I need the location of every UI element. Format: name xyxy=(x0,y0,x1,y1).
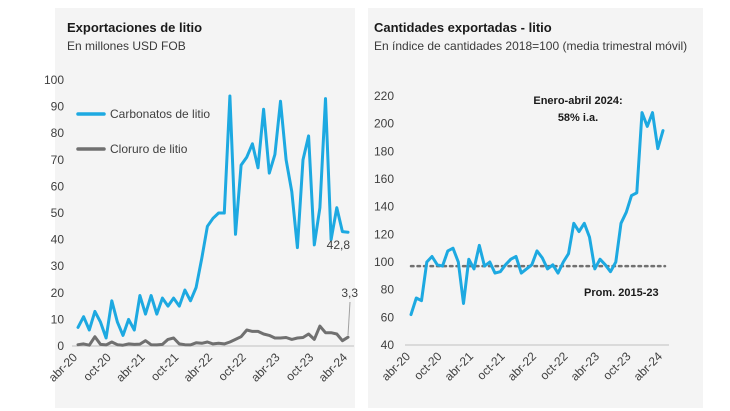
left-chart-subtitle: En millones USD FOB xyxy=(67,39,186,53)
legend-label-carbonatos: Carbonatos de litio xyxy=(110,107,210,121)
right-panel-background xyxy=(368,8,703,408)
cloruro-leader-line xyxy=(347,301,351,336)
right-y-tick-label: 140 xyxy=(374,200,394,214)
right-y-tick-label: 40 xyxy=(381,338,395,352)
right-y-tick-label: 80 xyxy=(381,283,395,297)
left-y-tick-label: 90 xyxy=(51,100,65,114)
right-x-tick-label: abr-24 xyxy=(631,349,666,384)
left-series-cloruro-de-litio xyxy=(76,324,350,347)
left-y-tick-label: 70 xyxy=(51,153,65,167)
left-y-tick-label: 80 xyxy=(51,126,65,140)
right-x-tick-label: oct-21 xyxy=(474,349,508,383)
left-y-tick-label: 0 xyxy=(57,339,64,353)
left-y-tick-label: 50 xyxy=(51,206,65,220)
right-y-tick-label: 220 xyxy=(374,89,394,103)
right-x-tick-label: oct-20 xyxy=(411,349,445,383)
left-y-tick-label: 10 xyxy=(51,312,65,326)
left-y-tick-label: 100 xyxy=(44,73,64,87)
annotation-line-1: Enero-abril 2024: xyxy=(533,95,622,107)
left-y-tick-label: 60 xyxy=(51,179,65,193)
right-series-indice-de-cantidades xyxy=(409,111,665,317)
right-y-tick-label: 100 xyxy=(374,255,394,269)
right-y-tick-label: 120 xyxy=(374,227,394,241)
left-y-tick-label: 30 xyxy=(51,259,65,273)
right-chart-title: Cantidades exportadas - litio xyxy=(374,20,552,35)
right-y-tick-label: 200 xyxy=(374,117,394,131)
legend-label-cloruro: Cloruro de litio xyxy=(110,142,188,156)
right-x-tick-label: abr-21 xyxy=(442,349,477,384)
right-x-tick-label: oct-23 xyxy=(600,349,634,383)
left-chart-title: Exportaciones de litio xyxy=(67,20,203,35)
left-y-tick-label: 20 xyxy=(51,286,65,300)
right-chart-subtitle: En índice de cantidades 2018=100 (media … xyxy=(374,39,688,53)
cloruro-last-value-label: 3,3 xyxy=(341,286,358,300)
right-y-tick-label: 60 xyxy=(381,310,395,324)
carbonatos-last-value-label: 42,8 xyxy=(327,238,351,252)
left-series-carbonatos-de-litio xyxy=(76,94,350,340)
left-y-tick-label: 40 xyxy=(51,233,65,247)
right-y-tick-label: 180 xyxy=(374,144,394,158)
reference-line-label: Prom. 2015-23 xyxy=(584,287,659,299)
right-x-tick-label: abr-22 xyxy=(505,349,540,384)
right-x-tick-label: oct-22 xyxy=(537,349,571,383)
annotation-line-2: 58% i.a. xyxy=(558,112,598,124)
right-y-tick-label: 160 xyxy=(374,172,394,186)
right-x-tick-label: abr-23 xyxy=(568,349,603,384)
right-x-tick-label: abr-20 xyxy=(379,349,414,384)
